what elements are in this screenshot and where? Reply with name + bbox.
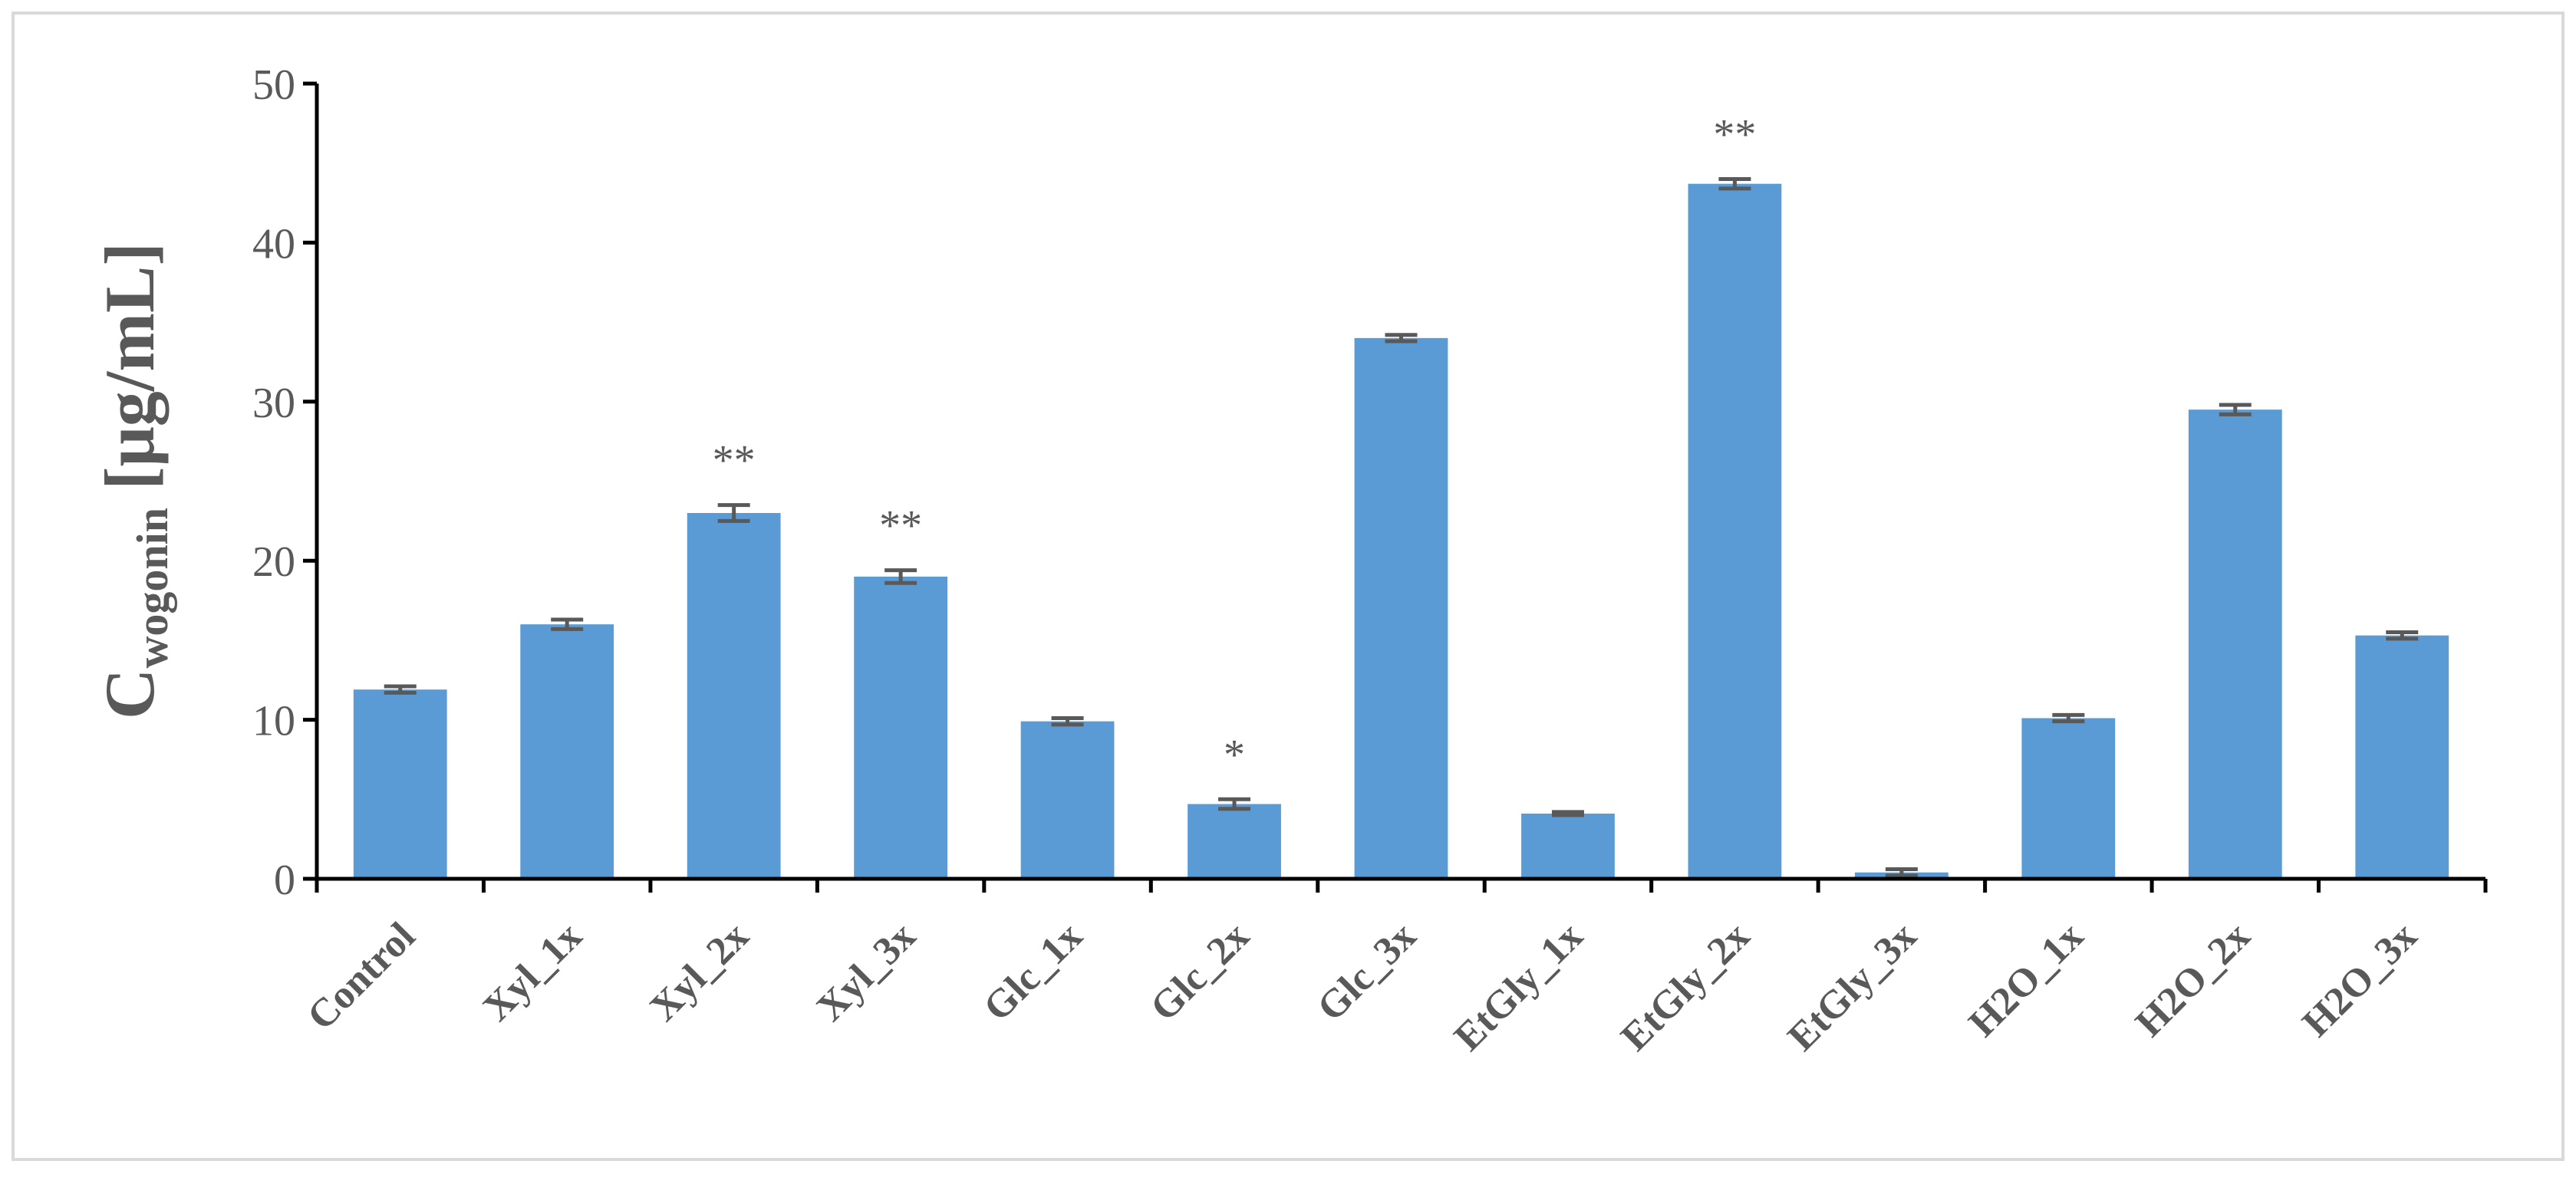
significance-label: ** [879, 502, 922, 550]
y-tick-label: 0 [274, 857, 295, 904]
y-axis-label: Cwogonin [μg/mL] [91, 242, 177, 719]
bar [2188, 409, 2282, 879]
bar [1020, 721, 1115, 879]
chart-frame [12, 12, 2564, 1161]
y-tick-label: 40 [252, 220, 295, 268]
bar [687, 512, 781, 879]
bar [1688, 183, 1782, 880]
bar [1354, 337, 1448, 880]
bar [1521, 813, 1615, 879]
bar [2021, 718, 2116, 879]
significance-label: * [1224, 731, 1245, 778]
significance-label: ** [1713, 110, 1756, 158]
bar [353, 689, 447, 879]
y-tick-label: 20 [252, 538, 295, 586]
y-label-main: C [91, 669, 169, 719]
significance-label: ** [713, 437, 756, 485]
y-tick-label: 50 [252, 61, 295, 109]
y-label-subscript: wogonin [127, 508, 177, 669]
y-tick-label: 10 [252, 698, 295, 745]
y-tick-label: 30 [252, 380, 295, 427]
y-label-unit: [μg/mL] [91, 242, 169, 508]
bar [2355, 635, 2449, 879]
bar [1188, 804, 1281, 879]
bar [854, 576, 948, 879]
bar [520, 624, 614, 879]
